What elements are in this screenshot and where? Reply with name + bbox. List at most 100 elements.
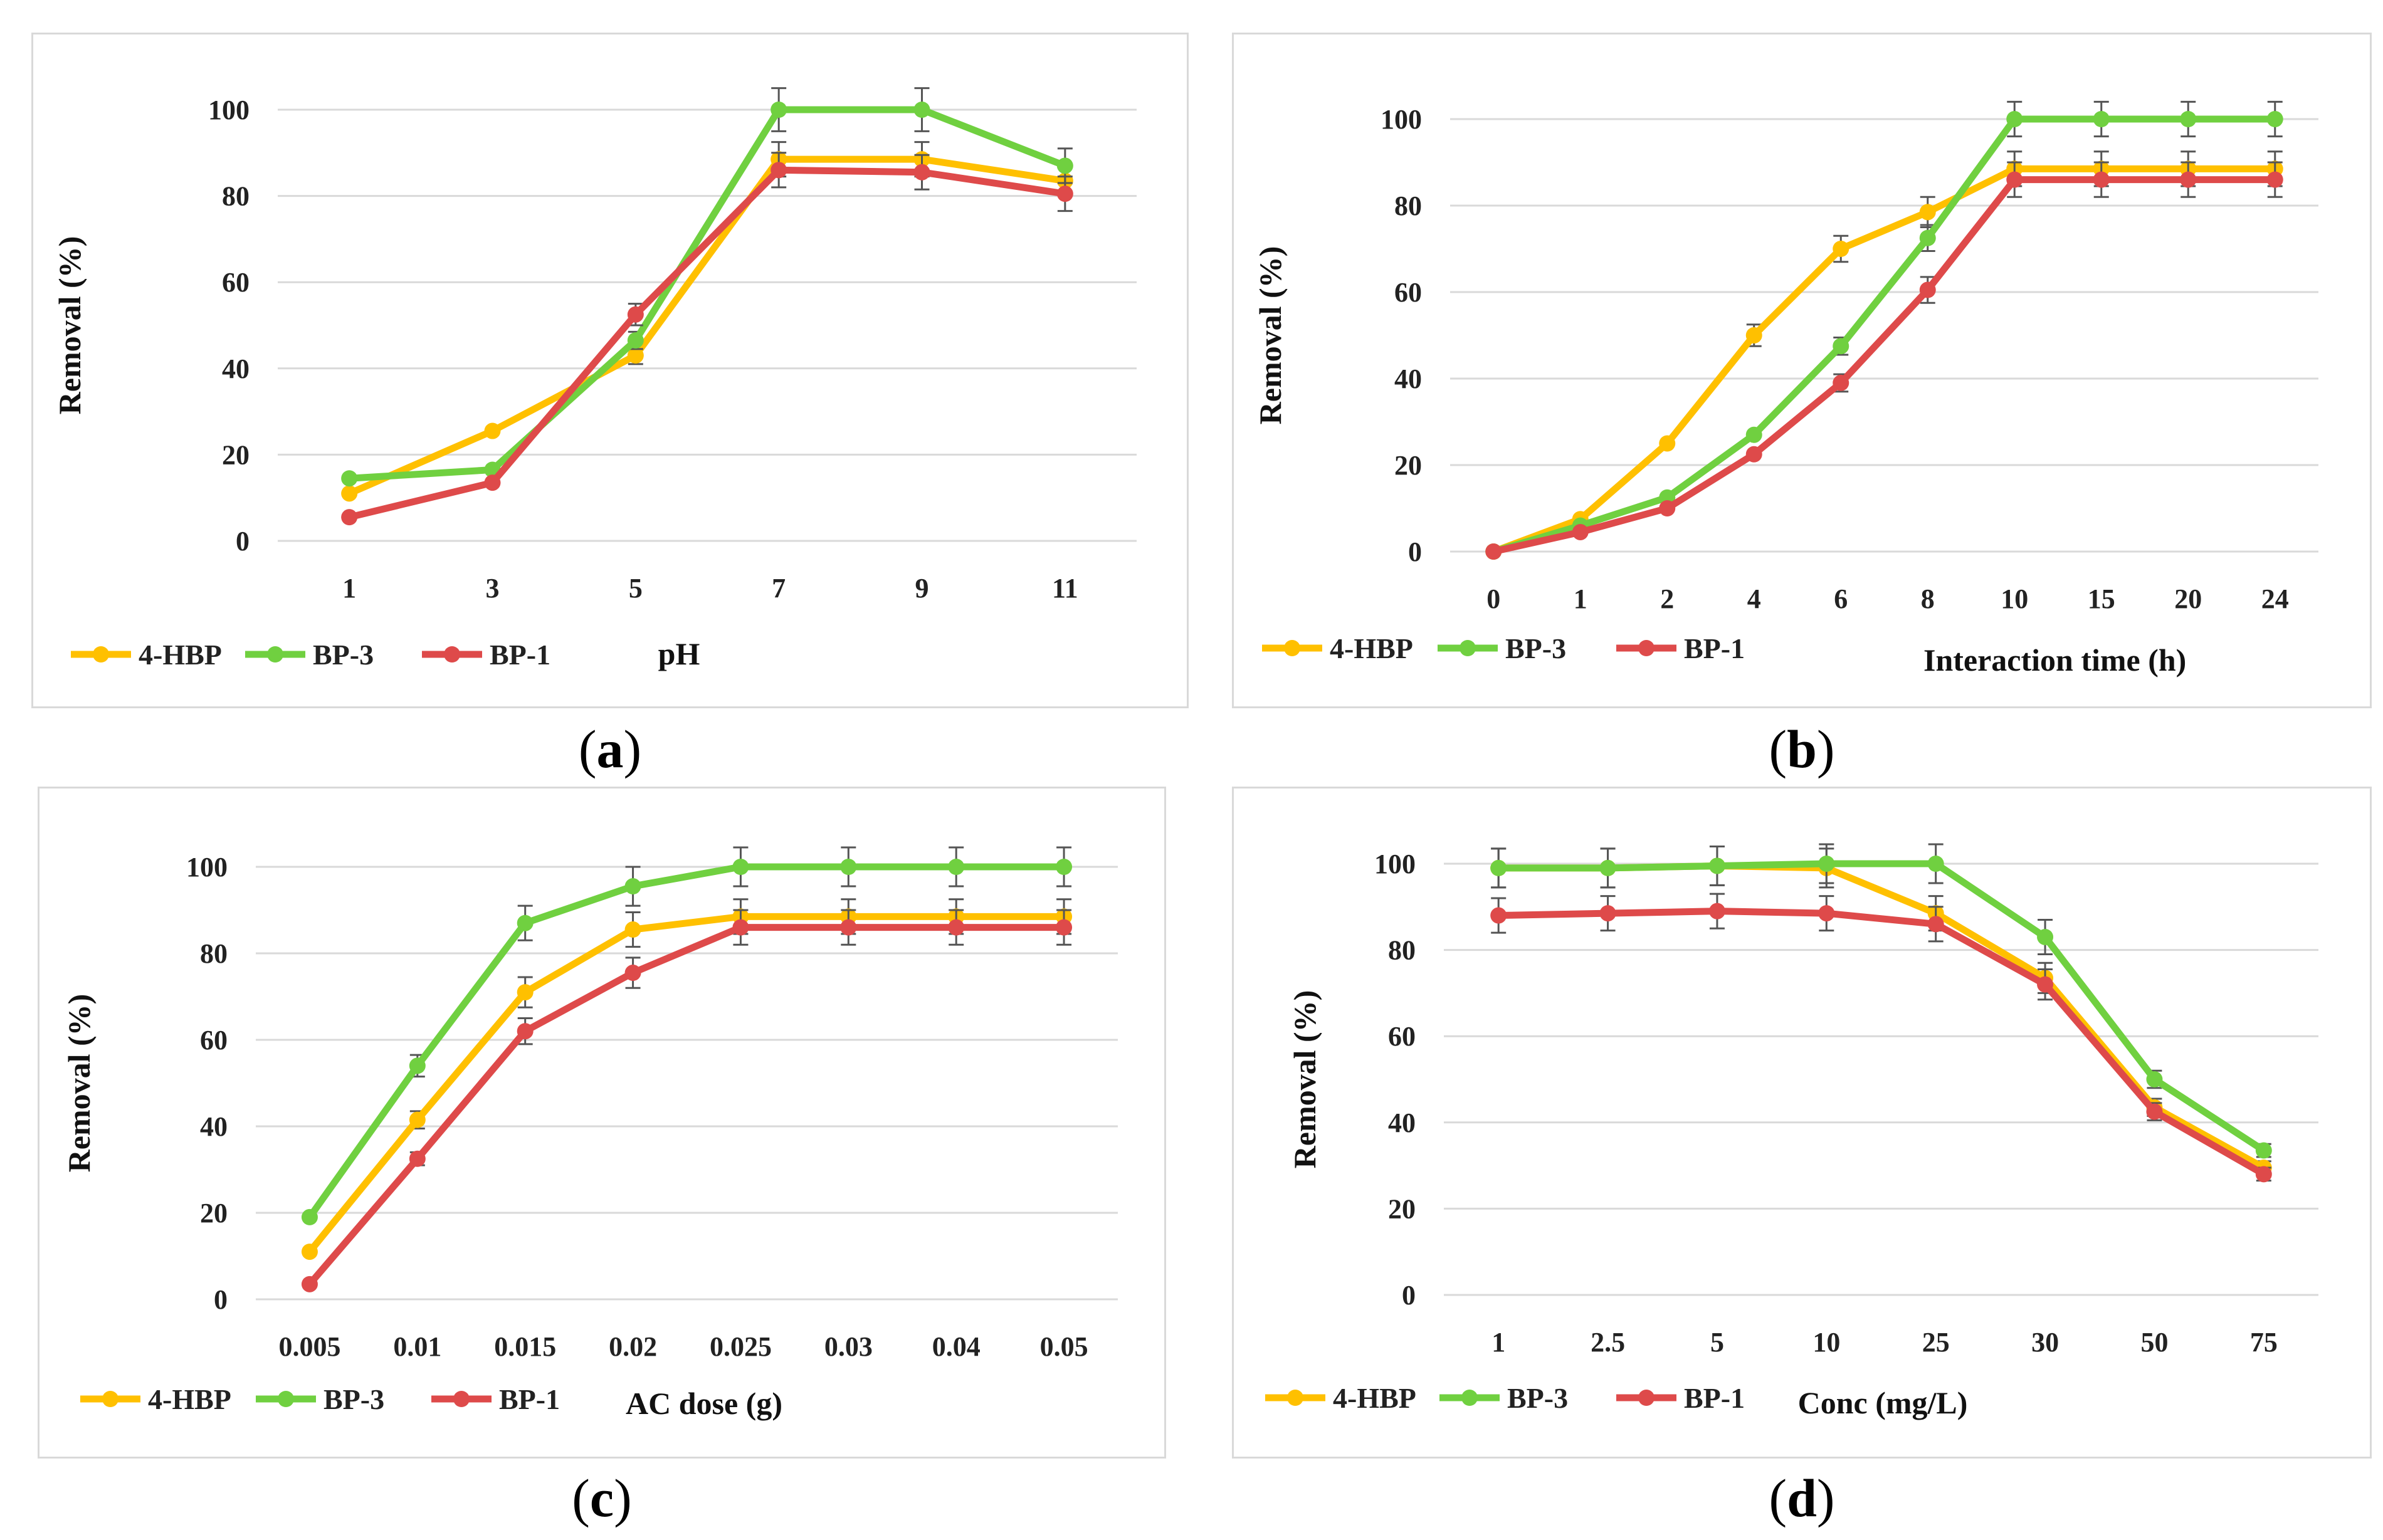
data-point (948, 919, 965, 936)
legend-item: BP-3 (256, 1383, 384, 1415)
y-tick-label: 0 (1408, 537, 1422, 567)
data-point (1745, 327, 1762, 343)
data-point (771, 162, 787, 179)
data-point (517, 914, 534, 931)
data-point (409, 1057, 426, 1074)
series-bp-3 (1490, 843, 2272, 1159)
caption-d: (d) (1769, 1468, 1835, 1528)
x-tick-label: 11 (1052, 573, 1078, 604)
data-point (1745, 446, 1762, 463)
data-point (948, 859, 965, 875)
data-point (771, 102, 787, 118)
legend-item: 4-HBP (1265, 1382, 1416, 1414)
x-tick-label: 5 (1710, 1327, 1724, 1358)
x-tick-label: 25 (1922, 1327, 1950, 1358)
x-tick-label: 0.005 (278, 1331, 340, 1362)
legend-item: BP-3 (245, 639, 374, 671)
data-point (2006, 111, 2023, 127)
data-point (913, 102, 930, 118)
data-point (1056, 859, 1073, 875)
data-point (1818, 856, 1835, 872)
legend-marker (453, 1391, 470, 1407)
legend-marker (278, 1391, 294, 1407)
data-point (1833, 374, 1849, 391)
x-tick-label: 7 (772, 573, 786, 604)
legend-marker (93, 646, 109, 663)
legend-label: BP-3 (324, 1383, 384, 1415)
legend-label: BP-1 (490, 639, 550, 671)
legend: 4-HBP BP-3 BP-1 (80, 1383, 560, 1415)
series-line (348, 166, 1066, 521)
data-point (2006, 171, 2023, 188)
data-point (1659, 500, 1676, 516)
legend-marker (1461, 1390, 1478, 1406)
legend-marker (1460, 640, 1476, 656)
data-point (2255, 1142, 2272, 1159)
legend-label: BP-3 (313, 639, 374, 671)
y-tick-label: 40 (1388, 1108, 1416, 1138)
legend: 4-HBP BP-3 BP-1 (1262, 632, 1745, 664)
y-tick-label: 40 (1394, 364, 1422, 394)
x-axis-label: pH (658, 636, 700, 671)
x-tick-label: 3 (486, 573, 500, 604)
series-line (347, 155, 1066, 497)
x-tick-label: 10 (1812, 1327, 1840, 1358)
y-tick-label: 80 (200, 938, 228, 969)
data-point (301, 1244, 318, 1260)
x-tick-label: 0.03 (824, 1331, 873, 1362)
legend-marker (102, 1391, 118, 1407)
x-tick-label: 2.5 (1591, 1327, 1625, 1358)
series-4-hbp (301, 898, 1073, 1260)
y-tick-label: 0 (1402, 1280, 1416, 1311)
legend-marker (1287, 1390, 1303, 1406)
chart-a: 0 20 40 60 80 100 1 3 5 7 9 11 pH Removal (%) 4-HBP BP-… (52, 87, 1137, 671)
data-point (624, 878, 641, 895)
data-point (1490, 859, 1507, 876)
data-point (1659, 435, 1676, 452)
y-axis-label: Removal (%) (1287, 990, 1322, 1169)
legend-marker (1284, 640, 1300, 656)
legend-item: BP-1 (431, 1383, 560, 1415)
series-bp-1 (1490, 893, 2272, 1183)
data-point (484, 474, 501, 491)
legend: 4-HBP BP-3 BP-1 (1265, 1382, 1745, 1414)
data-point (1919, 229, 1936, 246)
y-axis-label: Removal (%) (1253, 246, 1288, 425)
y-axis-label: Removal (%) (61, 994, 97, 1173)
data-point (484, 422, 501, 439)
panel-d: 0 20 40 60 80 100 1 2.5 5 10 25 30 50 75 Conc (mg/L) Re… (1232, 787, 2372, 1459)
series-bp-3 (301, 846, 1073, 1225)
panel-b: 0 20 40 60 80 100 0 1 2 4 6 8 10 15 20 24 Interaction ti… (1232, 33, 2372, 708)
x-tick-label: 10 (2001, 584, 2028, 614)
data-point (2146, 1071, 2163, 1087)
x-tick-label: 0 (1486, 584, 1500, 614)
data-point (2146, 1103, 2163, 1120)
data-point (517, 984, 534, 1001)
x-tick-label: 20 (2174, 584, 2202, 614)
y-tick-label: 20 (200, 1198, 228, 1228)
legend-label: BP-3 (1505, 632, 1566, 664)
data-point (341, 509, 358, 526)
data-point (1833, 241, 1849, 257)
data-point (1745, 426, 1762, 443)
x-tick-label: 0.02 (609, 1331, 657, 1362)
y-tick-label: 100 (186, 852, 228, 883)
legend-item: BP-1 (1616, 1382, 1745, 1414)
legend-label: 4-HBP (139, 639, 222, 671)
data-point (301, 1275, 318, 1292)
x-tick-label: 30 (2031, 1327, 2059, 1358)
series-line (307, 924, 1065, 1287)
data-point (2266, 111, 2283, 127)
caption-a: (a) (578, 719, 642, 779)
series-line (349, 106, 1066, 482)
legend-marker (1638, 1390, 1654, 1406)
x-tick-label: 0.015 (494, 1331, 556, 1362)
legend-item: BP-1 (1616, 632, 1745, 664)
x-tick-label: 0.05 (1040, 1331, 1088, 1362)
data-point (1818, 905, 1835, 922)
series-bp-1 (301, 909, 1073, 1292)
series-line (1498, 908, 2266, 1178)
data-point (840, 919, 857, 936)
series-line (307, 863, 1065, 1220)
data-point (341, 485, 358, 502)
